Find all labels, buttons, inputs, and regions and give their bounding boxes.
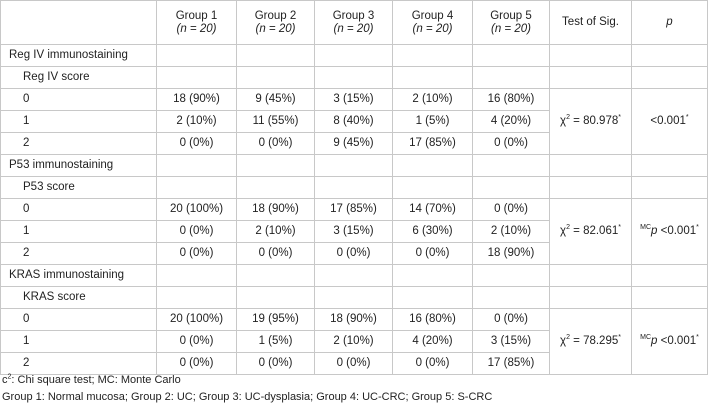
cell: 0 (0%) xyxy=(156,132,237,155)
header-group-4: Group 4 (n = 20) xyxy=(392,0,473,45)
test-stat: χ2 = 80.978* xyxy=(549,88,632,155)
cell: 16 (80%) xyxy=(392,308,473,331)
cell: 11 (55%) xyxy=(236,110,315,133)
score-label: P53 score xyxy=(0,176,157,199)
header-blank xyxy=(0,0,157,45)
cell: 4 (20%) xyxy=(472,110,550,133)
cell: 0 (0%) xyxy=(472,198,550,221)
score-label-row: Reg IV score xyxy=(0,66,708,89)
results-table: Group 1 (n = 20) Group 2 (n = 20) Group 3(… xyxy=(0,0,708,375)
cell: 18 (90%) xyxy=(236,198,315,221)
section-title-row: Reg IV immunostaining xyxy=(0,44,708,67)
cell: 17 (85%) xyxy=(392,132,473,155)
section-title: Reg IV immunostaining xyxy=(0,44,157,67)
cell: 0 (0%) xyxy=(472,308,550,331)
header-p: p xyxy=(631,0,708,45)
score-value: 2 xyxy=(0,132,157,155)
cell: 3 (15%) xyxy=(314,220,393,243)
cell: 0 (0%) xyxy=(314,242,393,265)
table-row: 2 0 (0%) 0 (0%) 0 (0%) 0 (0%) 18 (90%) xyxy=(0,242,708,265)
cell: 4 (20%) xyxy=(392,330,473,353)
section-title: P53 immunostaining xyxy=(0,154,157,177)
cell: 0 (0%) xyxy=(156,220,237,243)
p-value: MCp <0.001* xyxy=(631,308,708,375)
cell: 0 (0%) xyxy=(156,242,237,265)
cell: 20 (100%) xyxy=(156,198,237,221)
score-label: KRAS score xyxy=(0,286,157,309)
cell: 9 (45%) xyxy=(236,88,315,111)
cell: 0 (0%) xyxy=(392,352,473,375)
cell: 9 (45%) xyxy=(314,132,393,155)
test-stat: χ2 = 78.295* xyxy=(549,308,632,375)
cell: 0 (0%) xyxy=(236,242,315,265)
header-group-3: Group 3 (n = 20) xyxy=(314,0,393,45)
table-row: 0 20 (100%) 19 (95%) 18 (90%) 16 (80%) 0… xyxy=(0,308,708,375)
p-value: MCp <0.001* xyxy=(631,198,708,265)
score-label-row: KRAS score xyxy=(0,286,708,309)
cell: 18 (90%) xyxy=(472,242,550,265)
cell: 0 (0%) xyxy=(472,132,550,155)
cell: 17 (85%) xyxy=(314,198,393,221)
cell: 0 (0%) xyxy=(156,352,237,375)
table-row: 1 0 (0%) 2 (10%) 3 (15%) 6 (30%) 2 (10%) xyxy=(0,220,708,243)
cell: 20 (100%) xyxy=(156,308,237,331)
cell: 17 (85%) xyxy=(472,352,550,375)
header-group-1: Group 1 (n = 20) xyxy=(156,0,237,45)
cell: 8 (40%) xyxy=(314,110,393,133)
cell: 0 (0%) xyxy=(236,352,315,375)
cell: 2 (10%) xyxy=(314,330,393,353)
cell: 0 (0%) xyxy=(236,132,315,155)
table-row: 2 0 (0%) 0 (0%) 9 (45%) 17 (85%) 0 (0%) xyxy=(0,132,708,155)
score-value: 2 xyxy=(0,242,157,265)
score-value: 0 xyxy=(0,88,157,111)
cell: 18 (90%) xyxy=(156,88,237,111)
footnote-abbreviations: c2: Chi square test; MC: Monte Carlo xyxy=(2,373,181,386)
cell: 3 (15%) xyxy=(472,330,550,353)
score-value: 1 xyxy=(0,220,157,243)
cell: 2 (10%) xyxy=(392,88,473,111)
cell: 2 (10%) xyxy=(156,110,237,133)
table-row: 1 0 (0%) 1 (5%) 2 (10%) 4 (20%) 3 (15%) xyxy=(0,330,708,353)
score-value: 0 xyxy=(0,308,157,331)
table-row: 0 18 (90%) 9 (45%) 3 (15%) 2 (10%) 16 (8… xyxy=(0,88,708,155)
table-row: 0 20 (100%) 18 (90%) 17 (85%) 14 (70%) 0… xyxy=(0,198,708,265)
section-title-row: KRAS immunostaining xyxy=(0,264,708,287)
score-value: 0 xyxy=(0,198,157,221)
footnote-groups: Group 1: Normal mucosa; Group 2: UC; Gro… xyxy=(2,391,493,403)
score-label-row: P53 score xyxy=(0,176,708,199)
cell: 19 (95%) xyxy=(236,308,315,331)
cell: 1 (5%) xyxy=(392,110,473,133)
cell: 16 (80%) xyxy=(472,88,550,111)
cell: 2 (10%) xyxy=(472,220,550,243)
header-group-2: Group 2 (n = 20) xyxy=(236,0,315,45)
test-stat: χ2 = 82.061* xyxy=(549,198,632,265)
score-value: 1 xyxy=(0,110,157,133)
cell: 14 (70%) xyxy=(392,198,473,221)
score-label: Reg IV score xyxy=(0,66,157,89)
table-row: 2 0 (0%) 0 (0%) 0 (0%) 0 (0%) 17 (85%) xyxy=(0,352,708,375)
cell: 6 (30%) xyxy=(392,220,473,243)
cell: 0 (0%) xyxy=(314,352,393,375)
cell: 0 (0%) xyxy=(392,242,473,265)
cell: 1 (5%) xyxy=(236,330,315,353)
cell: 0 (0%) xyxy=(156,330,237,353)
cell: 3 (15%) xyxy=(314,88,393,111)
section-title: KRAS immunostaining xyxy=(0,264,157,287)
cell: 2 (10%) xyxy=(236,220,315,243)
section-title-row: P53 immunostaining xyxy=(0,154,708,177)
header-group-5: Group 5 (n = 20) xyxy=(472,0,550,45)
header-test: Test of Sig. xyxy=(549,0,632,45)
cell: 18 (90%) xyxy=(314,308,393,331)
p-value: <0.001* xyxy=(631,88,708,155)
score-value: 2 xyxy=(0,352,157,375)
header-row: Group 1 (n = 20) Group 2 (n = 20) Group 3(… xyxy=(0,0,708,45)
score-value: 1 xyxy=(0,330,157,353)
